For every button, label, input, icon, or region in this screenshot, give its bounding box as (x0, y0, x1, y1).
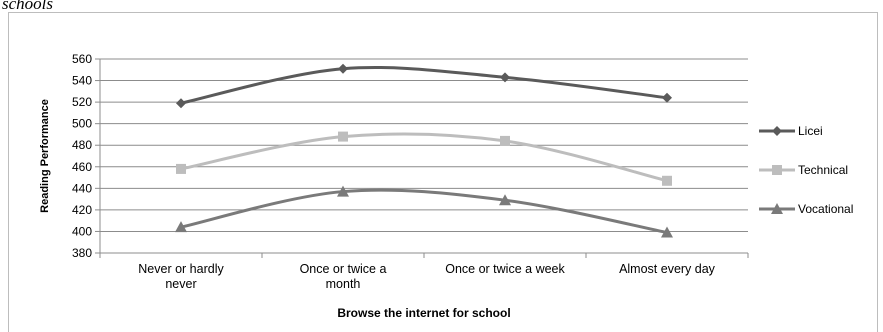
labels: 380 400 420 440 460 480 500 520 540 560 Never or h… (39, 52, 716, 320)
y-tick-label: 540 (72, 74, 92, 88)
y-tick-label: 380 (72, 246, 92, 260)
x-tick-label: Almost every day (619, 262, 716, 276)
legend-label-licei: Licei (798, 124, 823, 138)
y-tick-label: 480 (72, 138, 92, 152)
data-point-licei (176, 98, 186, 108)
series-line-technical (181, 134, 667, 181)
data-point-licei (338, 64, 348, 74)
data-point-technical (500, 136, 510, 146)
y-tick-label: 520 (72, 95, 92, 109)
y-axis-title: Reading Performance (39, 99, 51, 213)
x-tick-label: Never or hardly never (138, 262, 224, 291)
data-point-technical (338, 132, 348, 142)
data-point-technical (176, 164, 186, 174)
legend: Licei Technical Vocational (759, 124, 853, 216)
x-tick-label: Once or twice a week (445, 262, 565, 276)
line-chart: 380 400 420 440 460 480 500 520 540 560 Never or h… (0, 0, 883, 321)
y-tick-label: 400 (72, 224, 92, 238)
y-tick-label: 460 (72, 160, 92, 174)
legend-label-vocational: Vocational (798, 202, 853, 216)
data-point-licei (662, 93, 672, 103)
y-tick-label: 500 (72, 117, 92, 131)
series-line-licei (181, 67, 667, 103)
data-point-technical (662, 176, 672, 186)
y-tick-label: 560 (72, 52, 92, 66)
x-tick-label: Once or twice a month (300, 262, 387, 291)
legend-marker-licei (772, 126, 782, 136)
series-layer (175, 64, 673, 238)
legend-marker-technical (772, 165, 782, 175)
y-tick-label: 440 (72, 181, 92, 195)
y-tick-label: 420 (72, 203, 92, 217)
series-line-vocational (181, 190, 667, 232)
legend-label-technical: Technical (798, 163, 848, 177)
x-axis-title: Browse the internet for school (337, 306, 510, 320)
